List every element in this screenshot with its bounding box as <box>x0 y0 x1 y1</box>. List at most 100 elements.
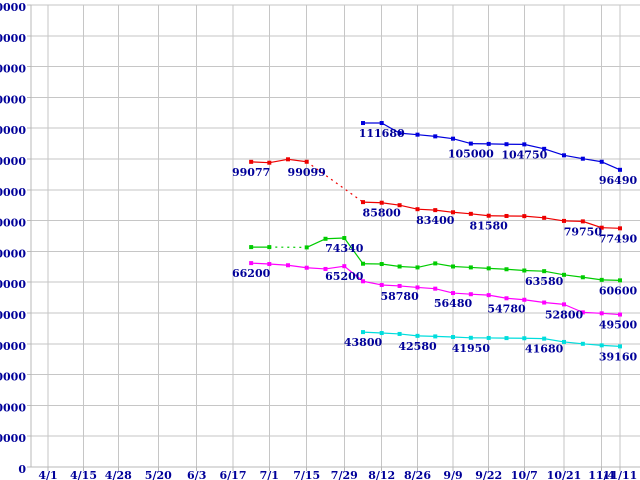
x-axis-tick-label: 4/15 <box>70 469 97 480</box>
x-axis-tick-label: 5/20 <box>145 469 172 480</box>
y-axis-tick-label: 150000 <box>0 1 26 14</box>
series-cyan-point <box>580 341 585 346</box>
series-green-segment <box>435 262 454 268</box>
x-axis-tick-label: 4/28 <box>105 469 132 480</box>
series-magenta-point <box>379 282 384 287</box>
series-green-point <box>249 245 254 250</box>
series-red-segment <box>251 161 270 164</box>
series-magenta-point <box>433 286 438 291</box>
series-blue-point <box>415 132 420 137</box>
series-magenta-point <box>361 279 365 284</box>
series-cyan-point <box>415 333 420 338</box>
series-blue-point <box>433 134 438 139</box>
series-magenta-point <box>486 293 491 298</box>
series-magenta-segment <box>381 284 400 287</box>
series-magenta-point <box>522 297 527 302</box>
series-cyan-point <box>361 330 365 335</box>
series-magenta-point <box>618 312 622 317</box>
series-green-point <box>304 245 309 250</box>
series-green-point <box>433 261 438 266</box>
series-green-value-label: 60600 <box>599 284 638 297</box>
series-red-point <box>286 157 290 162</box>
series-cyan-point <box>397 331 402 336</box>
series-red-point <box>504 213 509 218</box>
series-blue-point <box>504 142 509 147</box>
series-cyan-point <box>618 344 622 349</box>
series-cyan-point <box>522 336 527 341</box>
series-magenta-value-label: 56480 <box>434 297 473 310</box>
series-magenta-segment <box>362 280 382 286</box>
series-magenta-point <box>397 283 402 288</box>
series-cyan-value-label: 39160 <box>599 350 638 363</box>
series-blue-segment <box>582 158 602 163</box>
series-magenta-segment <box>325 265 345 270</box>
x-axis-tick-label: 6/17 <box>220 469 247 480</box>
series-magenta-segment <box>417 286 436 290</box>
series-cyan-point <box>433 334 438 339</box>
series-blue-value-label: 104750 <box>501 148 547 161</box>
series-cyan-segment <box>452 336 471 339</box>
series-red-point <box>361 200 365 205</box>
series-red-value-label: 99077 <box>232 166 270 179</box>
series-cyan-point <box>599 343 604 348</box>
series-cyan-segment <box>435 335 454 338</box>
series-red-segment <box>470 213 489 217</box>
series-green-segment <box>506 268 525 272</box>
series-cyan-segment <box>362 331 382 334</box>
y-axis-tick-label: 60000 <box>0 278 26 291</box>
x-axis-tick-label: 7/1 <box>260 469 279 480</box>
y-axis-tick-label: 110000 <box>0 124 26 137</box>
series-red-point <box>451 210 455 215</box>
series-blue-segment <box>563 154 583 160</box>
x-axis-tick-label: 10/21 <box>547 469 582 480</box>
series-cyan-point <box>542 336 547 341</box>
series-red-point <box>522 214 527 219</box>
series-cyan-point <box>379 331 384 336</box>
series-blue-value-label: 111680 <box>359 127 405 140</box>
series-blue-point <box>379 121 384 126</box>
series-blue-segment <box>543 148 565 156</box>
series-magenta-value-label: 52800 <box>545 308 584 321</box>
series-magenta-point <box>451 291 455 296</box>
series-magenta-segment <box>287 264 307 269</box>
series-blue-point <box>542 146 547 151</box>
series-magenta-point <box>542 300 547 305</box>
series-magenta-segment <box>470 293 489 296</box>
series-blue-value-label: 96490 <box>599 174 638 187</box>
series-green-value-label: 74340 <box>325 242 364 255</box>
series-green-segment <box>306 238 326 248</box>
series-blue: 111680 105000 104750 96490 <box>359 121 638 187</box>
series-red-segment <box>544 217 565 222</box>
x-axis-tick-label: 4/1 <box>38 469 57 480</box>
y-axis-tick-label: 40000 <box>0 340 26 353</box>
y-axis-tick-label: 0 <box>18 463 26 476</box>
series-magenta-segment <box>524 299 545 304</box>
series-red-point <box>415 207 420 212</box>
series-magenta-value-label: 66200 <box>232 267 271 280</box>
series-green-point <box>562 272 566 277</box>
series-green-segment <box>470 266 489 269</box>
series-red-segment <box>381 202 400 206</box>
series-green-point <box>599 277 604 282</box>
series-magenta-point <box>304 265 309 270</box>
series-magenta-point <box>599 311 604 316</box>
series-cyan-point <box>562 339 566 344</box>
x-axis-labels: 4/1 4/15 4/28 5/20 6/3 6/17 7/1 7/15 7/29 8/12 8/2… <box>38 469 637 480</box>
series-red-value-label: 77490 <box>599 232 638 245</box>
series-blue-point <box>599 159 604 164</box>
series-magenta-segment <box>251 262 270 265</box>
series-magenta-point <box>249 261 254 266</box>
x-axis-tick-label: 9/9 <box>443 469 462 480</box>
series-cyan-value-label: 41950 <box>452 342 491 355</box>
series-red-value-label: 85800 <box>363 207 402 220</box>
series-blue-point <box>468 141 473 146</box>
series-red-value-label: 83400 <box>416 214 455 227</box>
series-green-point <box>542 269 547 274</box>
series-blue-point <box>618 167 622 172</box>
series-green-point <box>323 236 328 241</box>
series-magenta-value-label: 58780 <box>380 290 419 303</box>
series-green-point <box>486 266 491 271</box>
series-cyan: 43800 42580 41950 41680 39160 <box>344 330 638 363</box>
